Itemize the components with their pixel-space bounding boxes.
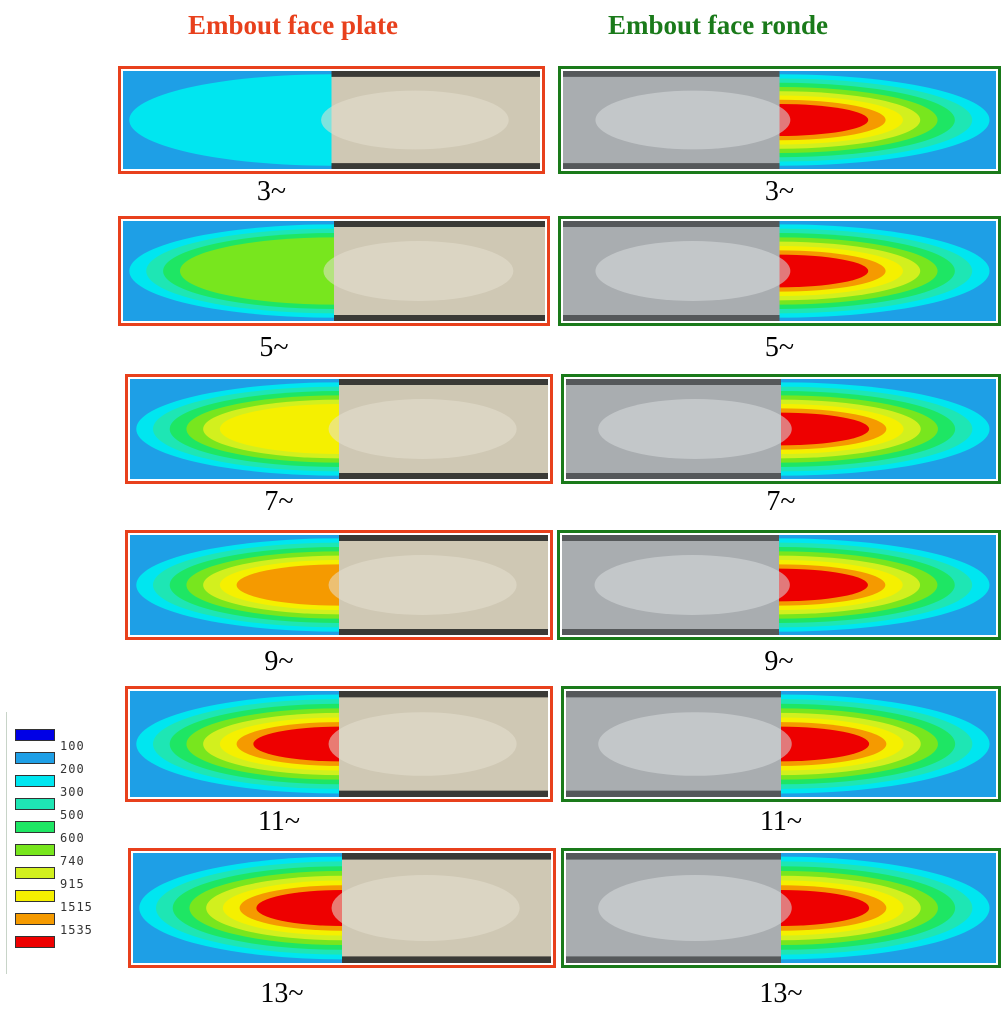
legend-value: 200	[60, 762, 85, 776]
caption-plate-6: 13~	[260, 978, 304, 1009]
legend-item: 100	[15, 726, 85, 753]
column-title-plate: Embout face plate	[188, 10, 398, 40]
caption-round-6: 13~	[759, 978, 803, 1009]
panel-plate-2	[118, 216, 550, 326]
panel-round-1	[558, 66, 1001, 174]
legend-swatch	[15, 867, 55, 879]
legend-item: 300	[15, 772, 85, 799]
legend-item: 200	[15, 749, 85, 776]
panel-round-3	[561, 374, 1001, 484]
legend-value: 500	[60, 808, 85, 822]
legend-value: 300	[60, 785, 85, 799]
legend-item: 1535	[15, 910, 93, 937]
caption-round-1: 3~	[764, 176, 795, 207]
legend-value: 100	[60, 739, 85, 753]
caption-round-5: 11~	[759, 806, 803, 837]
caption-plate-1: 3~	[256, 176, 287, 207]
legend-value: 740	[60, 854, 85, 868]
legend-swatch	[15, 729, 55, 741]
caption-round-3: 7~	[766, 486, 796, 517]
legend-swatch	[15, 936, 55, 948]
legend-item	[15, 933, 60, 951]
legend-value: 1515	[60, 900, 93, 914]
panel-plate-4	[125, 530, 553, 640]
panel-round-4	[557, 530, 1001, 640]
legend-item: 1515	[15, 887, 93, 914]
caption-round-4: 9~	[764, 646, 794, 677]
panel-round-6	[561, 848, 1001, 968]
legend-swatch	[15, 890, 55, 902]
caption-plate-4: 9~	[264, 646, 294, 677]
legend-value: 915	[60, 877, 85, 891]
legend-item: 600	[15, 818, 85, 845]
caption-plate-5: 11~	[257, 806, 301, 837]
panel-plate-3	[125, 374, 553, 484]
legend-value: 1535	[60, 923, 93, 937]
caption-round-2: 5~	[764, 332, 795, 363]
legend-item: 915	[15, 864, 85, 891]
temperature-legend: 100 200 300 500 600 740 915 1515 1535	[6, 712, 92, 974]
legend-swatch	[15, 798, 55, 810]
legend-item: 740	[15, 841, 85, 868]
panel-plate-5	[125, 686, 553, 802]
panel-round-5	[561, 686, 1001, 802]
legend-swatch	[15, 752, 55, 764]
legend-swatch	[15, 775, 55, 787]
panel-round-2	[558, 216, 1001, 326]
legend-item: 500	[15, 795, 85, 822]
legend-swatch	[15, 913, 55, 925]
panel-plate-1	[118, 66, 545, 174]
column-title-round: Embout face ronde	[608, 10, 828, 40]
caption-plate-3: 7~	[264, 486, 294, 517]
legend-swatch	[15, 821, 55, 833]
panel-plate-6	[128, 848, 556, 968]
legend-value: 600	[60, 831, 85, 845]
caption-plate-2: 5~	[259, 332, 289, 363]
legend-swatch	[15, 844, 55, 856]
